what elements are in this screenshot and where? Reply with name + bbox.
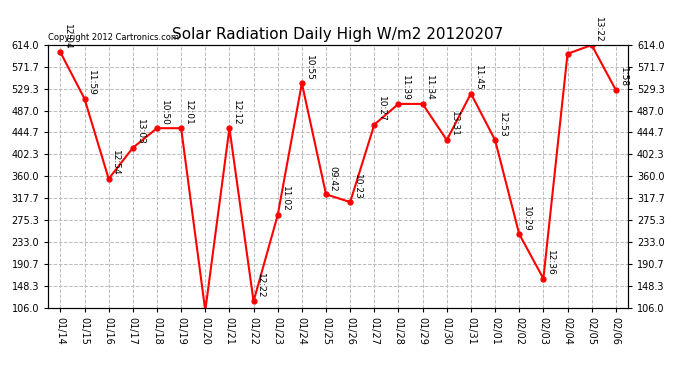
Text: 11:59: 11:59 bbox=[88, 70, 97, 96]
Text: 10:55: 10:55 bbox=[305, 55, 314, 81]
Text: Copyright 2012 Cartronics.com: Copyright 2012 Cartronics.com bbox=[48, 33, 179, 42]
Text: 13:03: 13:03 bbox=[136, 119, 145, 145]
Text: 10:29: 10:29 bbox=[522, 206, 531, 231]
Text: 10:27: 10:27 bbox=[377, 96, 386, 122]
Text: 09:42: 09:42 bbox=[329, 166, 338, 192]
Text: 13:22: 13:22 bbox=[595, 16, 604, 42]
Text: 12:54: 12:54 bbox=[112, 150, 121, 176]
Text: 12:12: 12:12 bbox=[233, 100, 241, 125]
Text: 11:02: 11:02 bbox=[281, 186, 290, 212]
Text: 11:34: 11:34 bbox=[426, 75, 435, 101]
Text: 1:58: 1:58 bbox=[619, 67, 628, 87]
Text: 12:04: 12:04 bbox=[63, 24, 72, 50]
Text: 10:23: 10:23 bbox=[353, 174, 362, 199]
Text: 12:36: 12:36 bbox=[546, 250, 555, 276]
Text: 11:39: 11:39 bbox=[402, 75, 411, 101]
Title: Solar Radiation Daily High W/m2 20120207: Solar Radiation Daily High W/m2 20120207 bbox=[172, 27, 504, 42]
Text: 10:41: 10:41 bbox=[0, 374, 1, 375]
Text: 10:50: 10:50 bbox=[160, 99, 169, 125]
Text: 12:53: 12:53 bbox=[498, 111, 507, 137]
Text: 12:01: 12:01 bbox=[184, 100, 193, 125]
Text: 13:31: 13:31 bbox=[450, 111, 459, 137]
Text: 12:22: 12:22 bbox=[257, 273, 266, 298]
Text: 11:45: 11:45 bbox=[474, 65, 483, 91]
